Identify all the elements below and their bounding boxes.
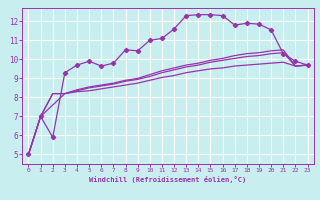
X-axis label: Windchill (Refroidissement éolien,°C): Windchill (Refroidissement éolien,°C) bbox=[89, 176, 247, 183]
